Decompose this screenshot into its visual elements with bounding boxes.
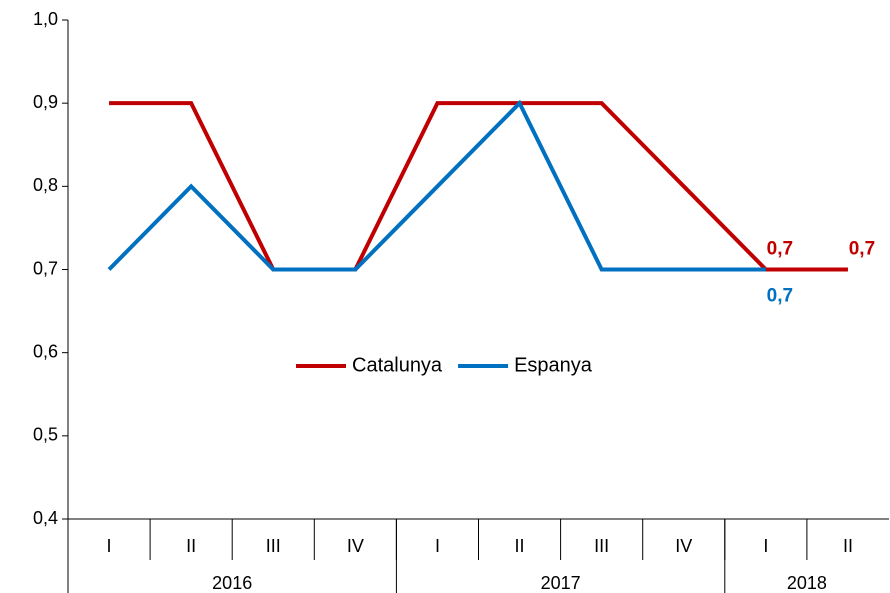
group-label: 2018	[787, 573, 827, 593]
x-tick-label: II	[186, 536, 196, 556]
y-tick-label: 0,5	[33, 425, 58, 445]
y-tick-label: 0,8	[33, 175, 58, 195]
value-label: 0,7	[849, 239, 875, 260]
x-tick-label: II	[515, 536, 525, 556]
x-tick-label: III	[594, 536, 609, 556]
x-tick-label: I	[763, 536, 768, 556]
y-tick-label: 1,0	[33, 9, 58, 29]
x-tick-label: III	[266, 536, 281, 556]
legend-label: Catalunya	[352, 354, 443, 376]
group-label: 2016	[212, 573, 252, 593]
y-tick-label: 0,9	[33, 92, 58, 112]
x-tick-label: I	[435, 536, 440, 556]
x-tick-label: IV	[347, 536, 364, 556]
x-tick-label: II	[843, 536, 853, 556]
group-label: 2017	[541, 573, 581, 593]
legend-label: Espanya	[514, 354, 593, 376]
x-tick-label: I	[107, 536, 112, 556]
y-tick-label: 0,7	[33, 258, 58, 278]
series-line	[107, 99, 766, 272]
series-line	[109, 101, 848, 272]
y-tick-label: 0,6	[33, 341, 58, 361]
value-label: 0,7	[767, 239, 793, 260]
x-tick-label: IV	[675, 536, 692, 556]
y-tick-label: 0,4	[33, 508, 58, 528]
value-label: 0,7	[767, 286, 793, 307]
